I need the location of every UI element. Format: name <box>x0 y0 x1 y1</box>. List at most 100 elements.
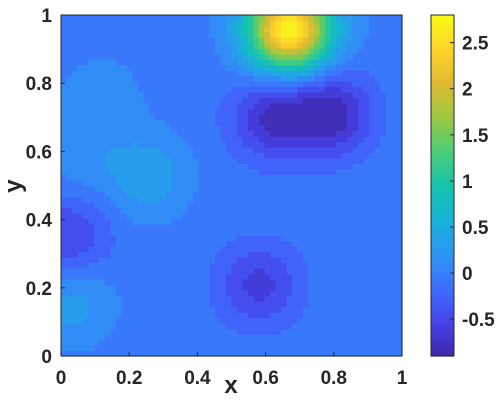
contour-cell <box>127 64 134 71</box>
contour-cell <box>215 273 222 280</box>
contour-cell <box>352 301 359 308</box>
contour-cell <box>160 70 167 77</box>
contour-cell <box>143 152 150 159</box>
contour-cell <box>352 81 359 88</box>
contour-cell <box>198 218 205 225</box>
contour-cell <box>226 301 233 308</box>
contour-cell <box>281 64 288 71</box>
contour-cell <box>308 279 315 286</box>
contour-cell <box>237 64 244 71</box>
contour-cell <box>380 284 387 291</box>
contour-cell <box>138 147 145 154</box>
contour-cell <box>77 114 84 121</box>
contour-cell <box>127 218 134 225</box>
contour-cell <box>391 152 398 159</box>
contour-cell <box>253 37 260 44</box>
contour-cell <box>292 345 299 352</box>
contour-cell <box>182 119 189 126</box>
contour-cell <box>94 235 101 242</box>
contour-cell <box>314 48 321 55</box>
contour-cell <box>215 279 222 286</box>
contour-cell <box>308 92 315 99</box>
contour-cell <box>286 235 293 242</box>
contour-cell <box>319 130 326 137</box>
contour-cell <box>149 229 156 236</box>
contour-cell <box>292 75 299 82</box>
contour-cell <box>154 213 161 220</box>
contour-cell <box>204 339 211 346</box>
contour-cell <box>314 92 321 99</box>
contour-cell <box>88 301 95 308</box>
contour-cell <box>319 97 326 104</box>
contour-cell <box>99 174 106 181</box>
colorbar-segment <box>431 125 454 130</box>
contour-cell <box>264 81 271 88</box>
contour-cell <box>314 31 321 38</box>
contour-cell <box>193 284 200 291</box>
contour-cell <box>61 350 68 357</box>
contour-cell <box>187 191 194 198</box>
contour-cell <box>160 37 167 44</box>
contour-cell <box>110 284 117 291</box>
contour-cell <box>231 42 238 49</box>
contour-cell <box>99 257 106 264</box>
contour-cell <box>198 306 205 313</box>
contour-cell <box>204 196 211 203</box>
contour-cell <box>66 15 73 22</box>
contour-cell <box>143 141 150 148</box>
contour-cell <box>264 141 271 148</box>
colorbar-segment <box>431 176 454 181</box>
contour-cell <box>380 246 387 253</box>
colorbar-segment <box>431 267 454 272</box>
contour-cell <box>110 163 117 170</box>
contour-cell <box>165 262 172 269</box>
contour-cell <box>396 86 403 93</box>
contour-cell <box>341 64 348 71</box>
contour-cell <box>270 152 277 159</box>
contour-cell <box>193 224 200 231</box>
contour-cell <box>187 20 194 27</box>
contour-cell <box>182 42 189 49</box>
contour-cell <box>341 42 348 49</box>
contour-cell <box>369 103 376 110</box>
contour-cell <box>297 103 304 110</box>
contour-cell <box>215 207 222 214</box>
contour-cell <box>374 284 381 291</box>
contour-cell <box>121 180 128 187</box>
contour-cell <box>292 26 299 33</box>
contour-cell <box>138 268 145 275</box>
contour-cell <box>182 130 189 137</box>
contour-cell <box>341 31 348 38</box>
contour-cell <box>308 334 315 341</box>
contour-cell <box>66 273 73 280</box>
colorbar-segment <box>431 310 454 314</box>
contour-cell <box>176 235 183 242</box>
contour-cell <box>116 158 123 165</box>
contour-cell <box>61 213 68 220</box>
contour-cell <box>110 235 117 242</box>
contour-cell <box>319 59 326 66</box>
contour-cell <box>325 119 332 126</box>
contour-cell <box>138 37 145 44</box>
contour-cell <box>292 350 299 357</box>
contour-cell <box>253 48 260 55</box>
contour-cell <box>325 103 332 110</box>
contour-cell <box>132 295 139 302</box>
contour-cell <box>341 246 348 253</box>
contour-cell <box>171 240 178 247</box>
colorbar-segment <box>431 108 454 113</box>
contour-cell <box>314 163 321 170</box>
contour-cell <box>149 323 156 330</box>
contour-cell <box>138 64 145 71</box>
contour-cell <box>374 125 381 132</box>
contour-cell <box>94 328 101 335</box>
contour-cell <box>369 147 376 154</box>
contour-cell <box>341 174 348 181</box>
contour-cell <box>110 350 117 357</box>
contour-cell <box>110 196 117 203</box>
contour-cell <box>171 185 178 192</box>
contour-cell <box>292 81 299 88</box>
colorbar-segment <box>431 199 454 204</box>
contour-cell <box>264 312 271 319</box>
contour-cell <box>231 81 238 88</box>
